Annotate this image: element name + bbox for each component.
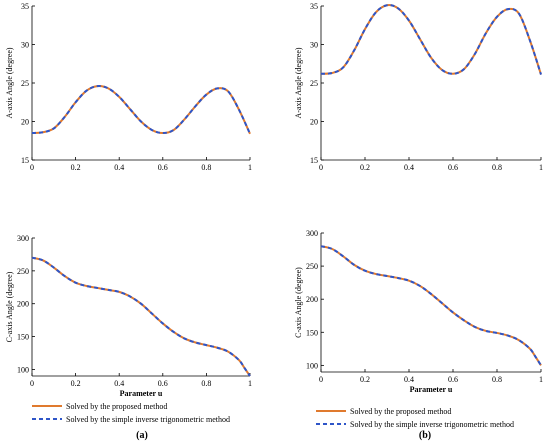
y-axis-label: C-axis Angle (degree) — [5, 271, 14, 342]
x-tick-label: 0.8 — [201, 163, 211, 172]
x-tick-label: 0.8 — [201, 379, 211, 388]
chart-b-bottom: 0 0.2 0.4 0.6 0.8 1 100 150 200 250 300 C-axis Angl… — [294, 229, 543, 394]
y-axis-label: A-axis Angle (degree) — [5, 47, 14, 118]
y-tick-label: 30 — [21, 41, 29, 50]
x-tick-label: 0 — [319, 375, 323, 384]
y-axis-label: C-axis Angle (degree) — [294, 267, 303, 338]
y-tick-label: 100 — [17, 365, 29, 374]
legend-a-proposed-label: Solved by the proposed method — [66, 402, 167, 411]
y-tick-label: 30 — [310, 41, 318, 50]
y-tick-label: 15 — [21, 156, 29, 165]
series-proposed-b-top — [320, 4, 542, 75]
series-proposed-a-top — [31, 84, 251, 135]
x-tick-label: 0.4 — [404, 375, 414, 384]
series-inverse-b-bottom — [320, 245, 542, 366]
x-tick-label: 1 — [539, 163, 543, 172]
legend-a-inverse-label: Solved by the simple inverse trigonometr… — [66, 415, 230, 424]
x-tick-label: 0.4 — [114, 163, 124, 172]
chart-b-top: 0 0.2 0.4 0.6 0.8 1 15 20 25 30 35 A-axis Angle (de… — [294, 2, 543, 172]
chart-a-bottom: 0 0.2 0.4 0.6 0.8 1 100 150 200 250 300 C-axis Angl… — [5, 234, 252, 398]
x-tick-label: 0.6 — [158, 379, 168, 388]
y-tick-label: 250 — [17, 267, 29, 276]
x-axis-label: Parameter u — [120, 389, 163, 398]
legend-b-proposed-label: Solved by the proposed method — [350, 407, 451, 416]
y-tick-label: 150 — [306, 328, 318, 337]
x-axis-label: Parameter u — [410, 385, 453, 394]
x-tick-label: 0.2 — [360, 375, 370, 384]
y-tick-label: 35 — [310, 2, 318, 11]
x-tick-label: 0 — [30, 163, 34, 172]
legend-b-inverse-label: Solved by the simple inverse trigonometr… — [350, 420, 514, 429]
y-tick-label: 300 — [17, 234, 29, 243]
x-tick-label: 0.6 — [158, 163, 168, 172]
y-tick-label: 25 — [310, 79, 318, 88]
y-tick-label: 300 — [306, 229, 318, 238]
y-tick-label: 25 — [21, 79, 29, 88]
y-tick-label: 250 — [306, 262, 318, 271]
x-tick-label: 0.8 — [492, 375, 502, 384]
x-tick-label: 0.4 — [404, 163, 414, 172]
y-tick-label: 200 — [306, 295, 318, 304]
panel-label-b: (b) — [419, 430, 431, 441]
x-tick-label: 0 — [30, 379, 34, 388]
y-tick-label: 150 — [17, 333, 29, 342]
x-tick-label: 0.6 — [448, 163, 458, 172]
y-tick-label: 100 — [306, 361, 318, 370]
y-tick-label: 20 — [310, 118, 318, 127]
legend-b: Solved by the proposed method Solved by … — [316, 407, 514, 429]
chart-a-top: 0 0.2 0.4 0.6 0.8 1 15 20 25 30 35 A-axis Angle (de… — [5, 2, 252, 172]
x-tick-label: 0.8 — [492, 163, 502, 172]
series-inverse-a-bottom — [31, 256, 251, 377]
y-tick-label: 200 — [17, 300, 29, 309]
x-tick-label: 1 — [248, 379, 252, 388]
series-inverse-b-top — [320, 4, 542, 75]
x-tick-label: 1 — [248, 163, 252, 172]
panel-label-a: (a) — [136, 430, 148, 441]
x-tick-label: 0.2 — [71, 163, 81, 172]
x-tick-label: 1 — [539, 375, 543, 384]
legend-a: Solved by the proposed method Solved by … — [32, 402, 230, 424]
plots: 0 0.2 0.4 0.6 0.8 1 15 20 25 30 35 A-axis Angle (de… — [5, 2, 543, 398]
y-tick-label: 15 — [310, 156, 318, 165]
x-tick-label: 0.2 — [360, 163, 370, 172]
y-tick-label: 35 — [21, 2, 29, 11]
y-axis-label: A-axis Angle (degree) — [294, 47, 303, 118]
x-tick-label: 0.6 — [448, 375, 458, 384]
x-tick-label: 0.2 — [71, 379, 81, 388]
series-inverse-a-top — [31, 84, 251, 135]
x-tick-label: 0 — [319, 163, 323, 172]
y-tick-label: 20 — [21, 118, 29, 127]
x-tick-label: 0.4 — [114, 379, 124, 388]
